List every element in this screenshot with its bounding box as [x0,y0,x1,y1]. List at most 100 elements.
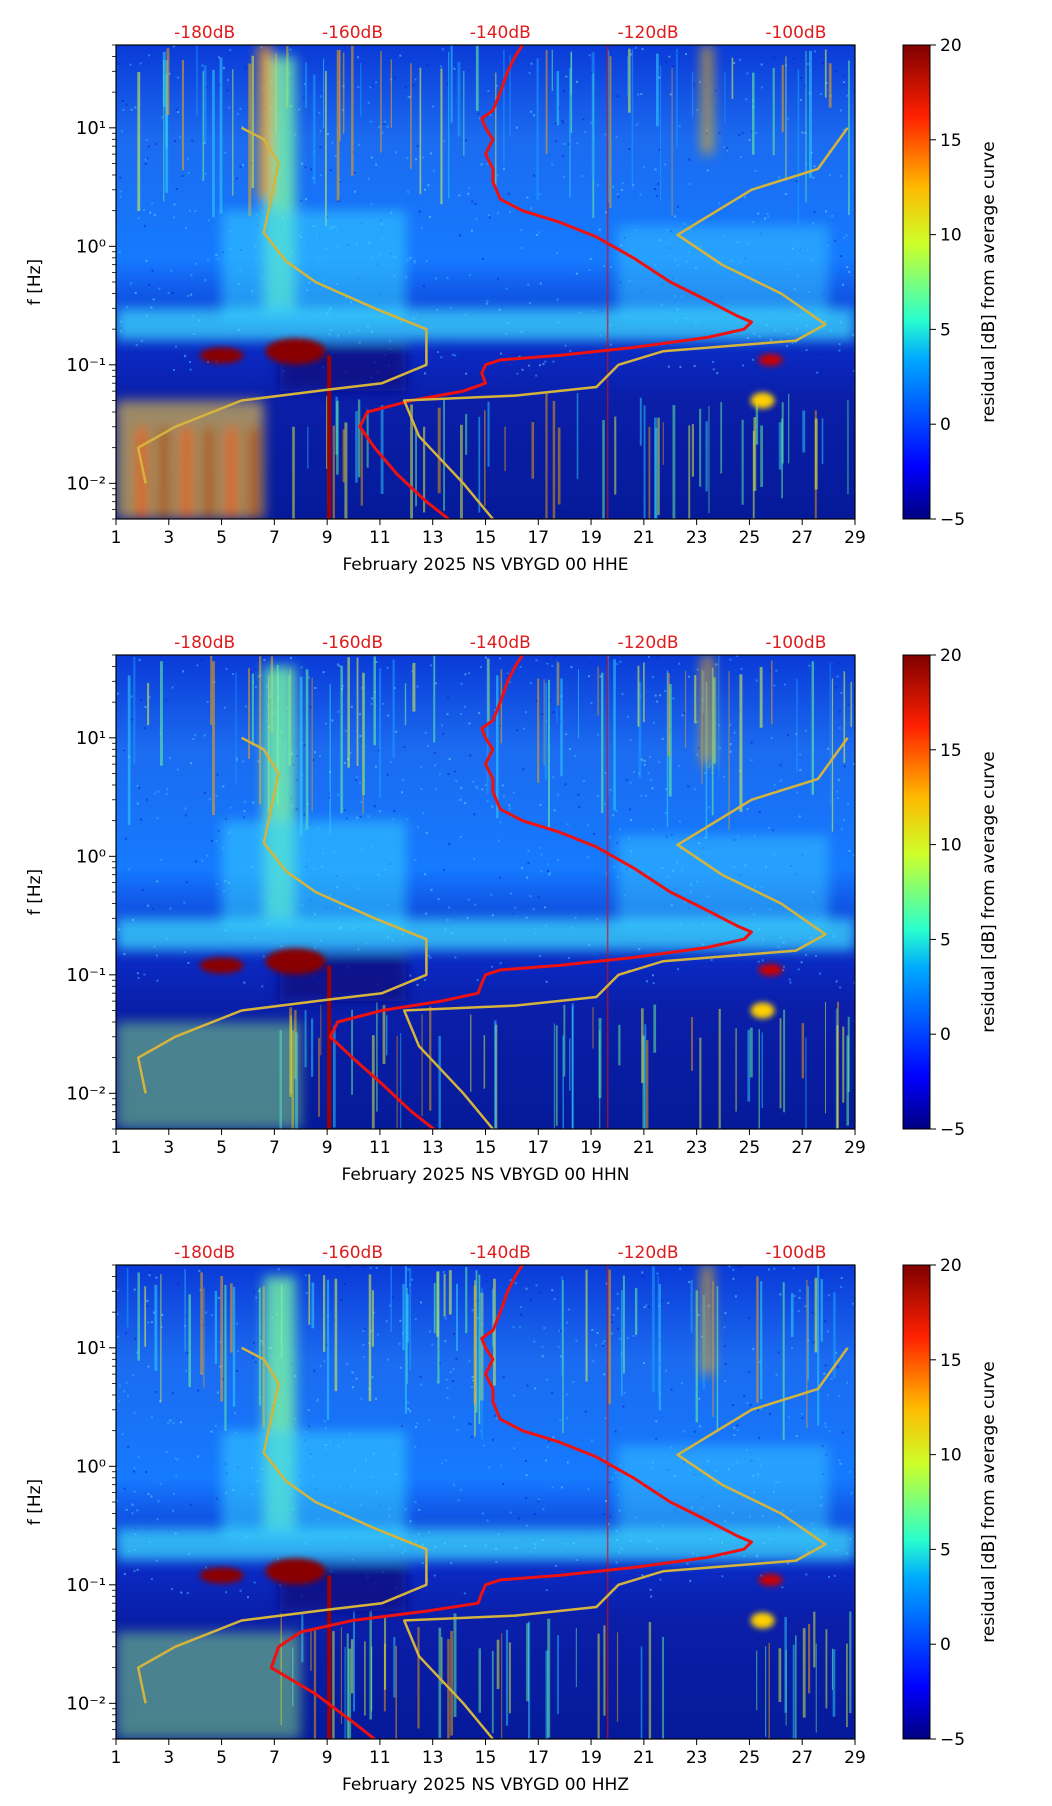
spectrogram-cell [145,158,148,161]
spectrogram-streak [347,657,350,768]
spectrogram-streak [797,69,800,226]
spectrogram-cell [816,371,819,374]
spectrogram-cell [849,1470,852,1473]
spectrogram-cell [289,657,292,659]
spectrogram-cell [262,955,265,958]
spectrogram-cell [469,754,472,757]
spectrogram-cell [195,262,198,265]
spectrogram-cell [554,140,557,143]
spectrogram-streak [371,1290,374,1347]
spectrogram-cell [208,798,211,801]
x-tick-label: 25 [739,1138,761,1158]
spectrogram-cell [207,1563,210,1566]
spectrogram-cell [216,773,219,776]
y-tick-label: 10⁻² [66,473,106,494]
spectrogram-streak [410,63,412,169]
spectrogram-cell [581,175,584,178]
spectrogram-cell [216,258,219,261]
spectrogram-cell [680,1382,683,1384]
spectrogram-cell [623,1391,626,1394]
spectrogram-cell [134,1338,137,1340]
spectrogram-streak [643,662,645,723]
blob-microseism [221,820,407,928]
spectrogram-cell [244,66,247,69]
spectrogram-cell [337,710,340,713]
spectrogram-cell [751,221,754,224]
spectrogram-cell [696,753,699,756]
spectrogram-cell [618,1337,621,1340]
spectrogram-cell [828,174,831,177]
spectrogram-cell [525,1287,528,1290]
spectrogram-streak [251,55,254,189]
spectrogram-cell [453,1416,455,1419]
spectrogram-streak [536,58,539,201]
spectrogram-streak [526,1623,529,1702]
spectrogram-cell [652,974,654,977]
spectrogram-cell [414,1445,417,1448]
spectrogram-streak [825,1629,828,1709]
spectrogram-cell [379,668,382,671]
spectrogram-cell [409,974,412,977]
spectrogram-cell [225,1591,228,1594]
spectrogram-cell [470,373,473,376]
spectrogram-cell [416,685,419,688]
spectrogram-streak [404,1266,407,1414]
spectrogram-cell [155,1391,158,1393]
spectrogram-cell [612,185,615,188]
spectrogram-cell [466,916,469,919]
spectrogram-cell [630,53,633,56]
spectrogram-streak [305,62,308,108]
spectrogram-streak [849,1611,852,1713]
spectrogram-cell [319,174,322,177]
spectrogram-cell [545,1459,548,1462]
spectrogram-cell [826,1330,829,1333]
spectrogram-cell [161,1313,164,1316]
spectrogram-cell [388,1304,391,1307]
spectrogram-cell [357,56,360,59]
spectrogram-cell [496,174,499,177]
spectrogram-cell [539,846,542,849]
spectrogram-streak [196,45,198,116]
spectrogram-streak [301,1613,304,1663]
spectrogram-cell [614,1471,617,1474]
spectrogram-cell [613,866,615,869]
spectrogram-cell [363,1328,366,1330]
spectrogram-streak [648,426,651,519]
spectrogram-line [327,1575,332,1739]
spectrogram-cell [427,184,430,187]
colorbar-tick-label: 0 [940,1635,951,1655]
hotspot-4 [750,392,775,409]
spectrogram-cell [446,713,449,716]
spectrogram-cell [186,1352,189,1354]
spectrogram-cell [510,892,512,895]
spectrogram-cell [645,794,648,797]
x-tick-label: 21 [633,1748,655,1768]
spectrogram-cell [415,158,417,161]
spectrogram-streak [184,1269,186,1352]
spectrogram-cell [843,81,845,84]
spectrogram-cell [456,1429,459,1432]
spectrogram-cell [184,354,187,357]
spectrogram-cell [446,277,449,279]
spectrogram-cell [150,1321,153,1324]
spectrogram-streak [557,1635,559,1714]
colorbar [902,44,931,520]
spectrogram-cell [537,896,540,899]
spectrogram-cell [518,355,521,358]
spectrogram-cell [402,778,404,781]
spectrogram-cell [187,961,190,964]
spectrogram-cell [159,1400,161,1403]
spectrogram-cell [672,697,675,700]
spectrogram-streaks [137,45,850,519]
spectrogram-cell [630,819,632,822]
spectrogram-cell [492,1438,494,1441]
spectrogram-cell [615,1561,618,1564]
spectrogram-cell [370,203,373,206]
spectrogram-streak [735,1028,737,1112]
spectrogram-streak [202,71,205,181]
x-tick-label: 15 [475,1748,497,1768]
spectrogram-cell [416,145,419,148]
spectrogram-streak [653,1004,657,1053]
spectrogram-cell [677,968,680,971]
spectrogram-streak [752,72,755,155]
